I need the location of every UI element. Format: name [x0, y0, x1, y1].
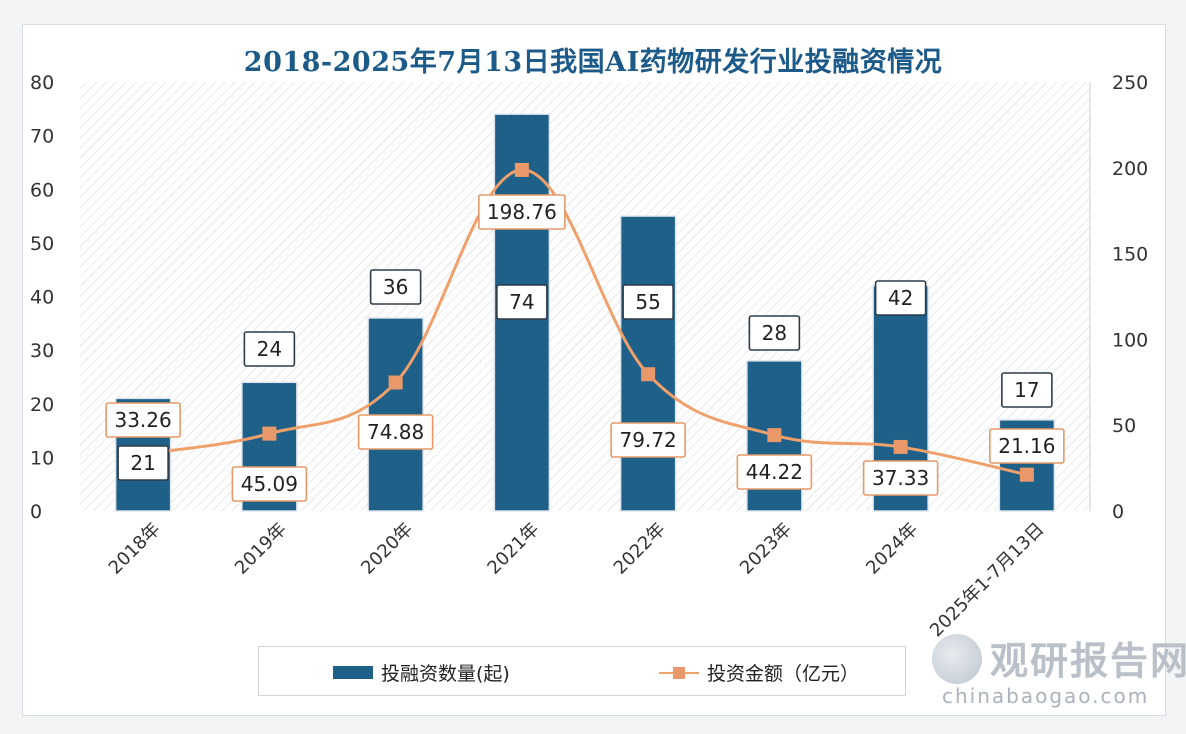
x-axis-category-label: 2024年 [862, 519, 922, 579]
bar-data-label-text: 74 [509, 290, 534, 314]
line-marker [641, 367, 656, 382]
left-axis-tick-label: 50 [30, 233, 54, 255]
line-data-label: 74.88 [357, 414, 434, 450]
bar-data-label: 28 [748, 315, 801, 351]
legend: 投融资数量(起) 投资金额（亿元） [258, 646, 906, 696]
left-axis-tick-label: 80 [30, 72, 54, 94]
line-data-label-text: 21.16 [998, 434, 1055, 458]
x-axis-category-label: 2022年 [610, 519, 670, 579]
bar-data-label-text: 28 [762, 321, 787, 345]
chart-title: 2018-2025年7月13日我国AI药物研发行业投融资情况 [243, 47, 943, 78]
bar-data-label-text: 21 [130, 451, 155, 475]
line-data-label: 37.33 [862, 460, 939, 496]
bar-data-label-text: 17 [1014, 378, 1039, 402]
right-axis-tick-label: 150 [1112, 244, 1148, 266]
bar-data-label-text: 55 [635, 290, 660, 314]
bar-data-label-box [117, 445, 169, 481]
line-data-label: 79.72 [610, 422, 686, 458]
right-axis-tick-label: 50 [1112, 415, 1136, 437]
legend-item-bar: 投融资数量(起) [333, 659, 510, 686]
bar-data-label-box [496, 284, 548, 320]
line-data-label-box [862, 460, 939, 496]
line-data-label: 45.09 [231, 466, 308, 502]
right-axis-tick-label: 250 [1112, 72, 1148, 94]
series-line [142, 168, 1028, 477]
line-data-label-text: 45.09 [241, 472, 298, 496]
line-marker [514, 162, 529, 177]
left-axis-tick-label: 0 [30, 501, 42, 523]
x-axis-category-label: 2019年 [231, 519, 291, 579]
line-data-label-text: 79.72 [619, 428, 676, 452]
line-marker [893, 439, 908, 454]
bar [619, 215, 677, 512]
line-marker [388, 375, 403, 390]
x-axis-category-label: 2020年 [357, 519, 417, 579]
line-data-label: 198.76 [478, 194, 566, 230]
left-axis-tick-label: 30 [30, 340, 54, 362]
plot-area [80, 82, 1090, 511]
bar-data-label: 24 [243, 331, 296, 367]
bar-data-label-text: 36 [383, 275, 408, 299]
bar-data-label: 21 [117, 445, 169, 481]
watermark-logo-icon [932, 634, 982, 684]
right-axis-tick-label: 100 [1112, 329, 1148, 351]
legend-label-bar: 投融资数量(起) [381, 663, 510, 685]
watermark-domain: chinabaogao.com [942, 684, 1150, 708]
bar-data-label-box [622, 284, 674, 320]
left-axis-tick-label: 10 [30, 447, 54, 469]
line-marker [262, 426, 277, 441]
line-data-label-text: 74.88 [367, 420, 424, 444]
right-axis-tick-label: 200 [1112, 158, 1148, 180]
line-data-label-text: 44.22 [746, 460, 803, 484]
bar-data-label: 17 [1001, 372, 1053, 408]
line-data-label-box [231, 466, 308, 502]
right-axis-tick-label: 0 [1112, 501, 1124, 523]
left-axis-tick-label: 60 [30, 179, 54, 201]
legend-bar-swatch [333, 666, 373, 679]
line-data-label-text: 37.33 [872, 466, 929, 490]
x-axis-category-label: 2018年 [105, 519, 165, 579]
bar-data-label: 55 [622, 284, 674, 320]
left-axis-tick-label: 70 [30, 126, 54, 148]
line-marker [1019, 467, 1034, 482]
bar-data-label-box [243, 331, 296, 367]
line-data-label: 44.22 [736, 454, 813, 490]
watermark-name: 观研报告网 [990, 639, 1186, 683]
bar-data-label: 36 [369, 269, 422, 305]
left-axis-tick-label: 40 [30, 287, 54, 309]
x-axis-category-label: 2025年1-7月13日 [926, 519, 1048, 641]
bar-data-label-box [748, 315, 801, 351]
line-data-label-box [989, 428, 1065, 464]
bar-data-label: 42 [874, 280, 927, 316]
line-data-label: 21.16 [989, 428, 1065, 464]
bar-data-label: 74 [496, 284, 548, 320]
legend-item-line: 投资金额（亿元） [659, 659, 859, 686]
bar-data-label-box [874, 280, 927, 316]
line-data-label-text: 33.26 [114, 408, 171, 432]
x-axis-category-label: 2023年 [736, 519, 796, 579]
bar-data-label-text: 42 [888, 286, 913, 310]
bar-data-label-box [1001, 372, 1053, 408]
line-data-label-text: 198.76 [487, 200, 557, 224]
line-data-label-box [610, 422, 686, 458]
bar-data-label-box [369, 269, 422, 305]
line-data-label: 33.26 [105, 402, 181, 438]
line-data-label-box [478, 194, 566, 230]
x-axis-category-label: 2021年 [483, 519, 543, 579]
bar-data-label-text: 24 [257, 337, 282, 361]
line-data-label-box [736, 454, 813, 490]
line-data-label-box [357, 414, 434, 450]
line-marker [767, 428, 782, 443]
legend-label-line: 投资金额（亿元） [707, 663, 860, 685]
line-data-label-box [105, 402, 181, 438]
left-axis-tick-label: 20 [30, 394, 54, 416]
legend-line-swatch [659, 666, 699, 680]
